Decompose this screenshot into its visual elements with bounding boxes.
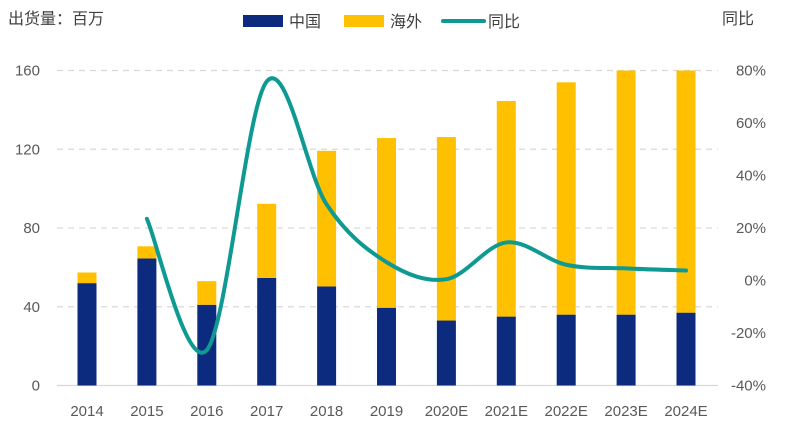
y2-tick-label: 0% xyxy=(744,273,766,290)
bar-overseas xyxy=(496,101,516,317)
y-tick-label: 160 xyxy=(15,63,40,80)
legend-label-china: 中国 xyxy=(289,12,321,31)
legend-swatch-china xyxy=(243,15,283,27)
y-tick-label: 120 xyxy=(15,141,40,158)
bar-overseas xyxy=(137,246,157,259)
y2-tick-label: 40% xyxy=(736,168,766,185)
bar-overseas xyxy=(556,82,576,315)
bar-overseas xyxy=(317,150,337,287)
bar-china xyxy=(197,304,217,386)
x-tick-label: 2024E xyxy=(664,403,707,420)
bar-china xyxy=(496,316,516,386)
bar-overseas xyxy=(616,70,636,315)
y2-tick-label: -40% xyxy=(731,378,766,395)
y2-tick-label: 60% xyxy=(736,115,766,132)
x-tick-label: 2021E xyxy=(485,403,528,420)
x-tick-label: 2022E xyxy=(545,403,588,420)
bar-china xyxy=(377,307,396,386)
y2-tick-label: -20% xyxy=(731,325,766,342)
x-tick-label: 2016 xyxy=(190,403,223,420)
bar-overseas xyxy=(197,281,217,305)
y-tick-label: 0 xyxy=(32,378,40,395)
x-tick-label: 2015 xyxy=(130,403,163,420)
y2-axis-title: 同比 xyxy=(722,9,754,28)
bar-china xyxy=(317,286,337,386)
bar-overseas xyxy=(257,203,277,279)
y-axis-title: 出货量：百万 xyxy=(8,9,104,28)
x-tick-label: 2014 xyxy=(70,403,103,420)
bar-overseas xyxy=(436,137,456,321)
x-tick-label: 2018 xyxy=(310,403,343,420)
y-tick-label: 80 xyxy=(23,220,40,237)
x-tick-label: 2019 xyxy=(370,403,403,420)
x-tick-label: 2023E xyxy=(604,403,647,420)
y-tick-label: 40 xyxy=(23,299,40,316)
y2-tick-label: 80% xyxy=(736,63,766,80)
x-tick-label: 2017 xyxy=(250,403,283,420)
legend: 中国 海外 同比 xyxy=(243,12,520,31)
bar-china xyxy=(77,283,97,386)
bar-china xyxy=(616,314,636,386)
bar-overseas xyxy=(377,138,396,308)
y2-tick-label: 20% xyxy=(736,220,766,237)
legend-swatch-overseas xyxy=(344,15,384,27)
x-tick-label: 2020E xyxy=(425,403,468,420)
bar-china xyxy=(137,258,157,386)
legend-label-yoy: 同比 xyxy=(488,12,520,31)
bar-china xyxy=(257,278,277,386)
bar-china xyxy=(436,320,456,386)
bar-china xyxy=(556,314,576,386)
yoy-line xyxy=(144,76,688,355)
bar-overseas xyxy=(77,272,97,284)
bar-china xyxy=(676,312,696,386)
bar-overseas xyxy=(676,70,696,313)
legend-label-overseas: 海外 xyxy=(390,12,422,31)
